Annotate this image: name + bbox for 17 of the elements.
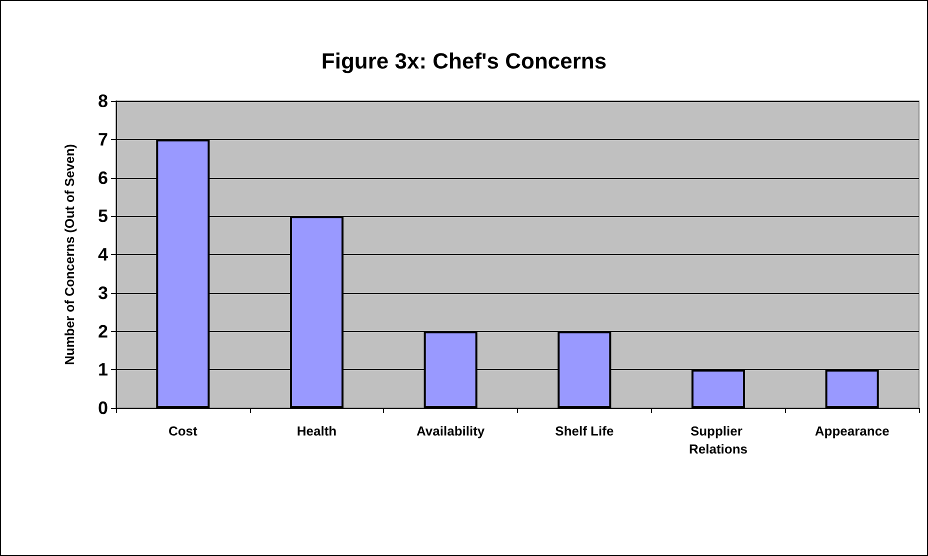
y-tick-label: 5 <box>98 206 108 226</box>
y-tick-label: 4 <box>98 244 108 264</box>
y-tick-label: 3 <box>98 282 108 303</box>
x-tick-label: Shelf Life <box>555 424 614 438</box>
x-tick-label: Appearance <box>814 424 890 438</box>
y-axis-title: Number of Concerns (Out of Seven) <box>62 144 77 366</box>
x-tick-label: Cost <box>168 424 198 438</box>
chart-title: Figure 3x: Chef's Concerns <box>321 48 607 74</box>
y-tick-label: 8 <box>98 91 108 111</box>
y-tick-label: 1 <box>98 360 108 380</box>
y-tick-label: 7 <box>98 129 108 150</box>
x-tick-label: Health <box>296 424 337 438</box>
x-tick-label: Supplier Relations <box>688 424 748 456</box>
y-tick-label: 0 <box>98 398 108 418</box>
x-tick-label: Availability <box>416 424 486 438</box>
y-tick-label: 6 <box>98 168 108 188</box>
y-tick-label: 2 <box>98 321 108 342</box>
